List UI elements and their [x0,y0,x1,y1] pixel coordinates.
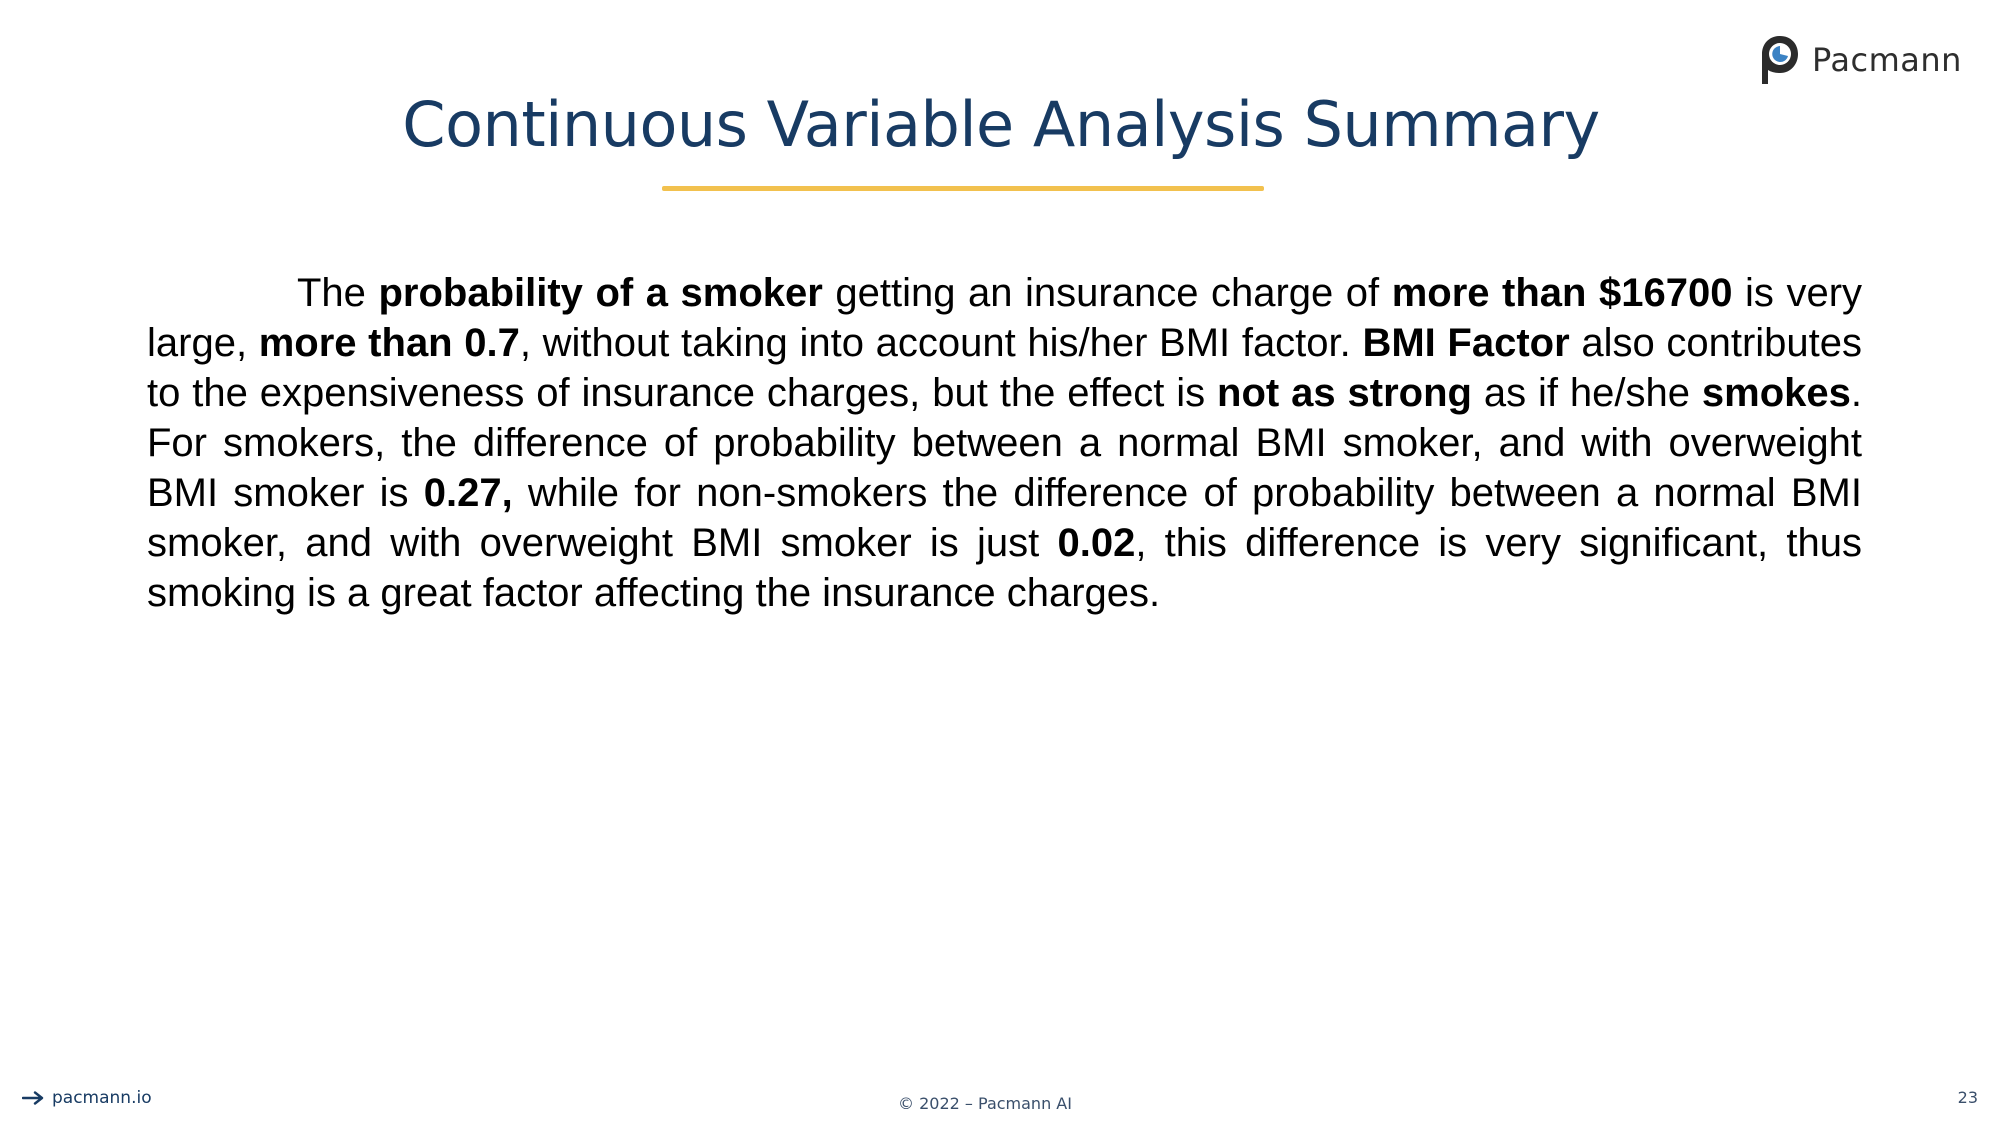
arrow-right-icon [22,1091,44,1105]
brand-name: Pacmann [1812,41,1962,79]
body-text-segment: is very large, [147,271,1863,365]
body-text-segment: also contributes to the expensiveness of… [147,321,1863,415]
summary-paragraph: The probability of a smoker getting an i… [147,268,1862,618]
body-text-segment: getting an insurance charge of [822,271,1392,315]
footer-link-label: pacmann.io [52,1088,152,1108]
emphasis-text: not as strong [1217,371,1472,415]
body-text-segment: , without taking into account his/her BM… [519,321,1363,365]
body-text-segment: as if he/she [1471,371,1702,415]
footer-copyright: © 2022 – Pacmann AI [898,1094,1072,1113]
emphasis-text: smokes [1701,371,1851,415]
slide-title: Continuous Variable Analysis Summary [402,88,1600,161]
emphasis-text: BMI Factor [1362,321,1570,365]
emphasis-text: more than $16700 [1391,271,1733,315]
body-text-segment: while for non-smokers the difference of … [147,471,1862,565]
emphasis-text: more than 0.7 [258,321,520,365]
brand-logo: Pacmann [1760,34,1962,86]
page-number: 23 [1957,1088,1978,1107]
emphasis-text: 0.27, [423,471,513,515]
body-text-segment: The [297,271,379,315]
body-text-segment: . For smokers, the difference of probabi… [147,371,1862,515]
footer-link[interactable]: pacmann.io [22,1088,152,1108]
pacmann-logo-icon [1762,36,1798,84]
title-underline [662,186,1264,191]
body-text-segment: , this difference is very significant, t… [147,521,1862,615]
emphasis-text: 0.02 [1057,521,1136,565]
emphasis-text: probability of a smoker [378,271,823,315]
